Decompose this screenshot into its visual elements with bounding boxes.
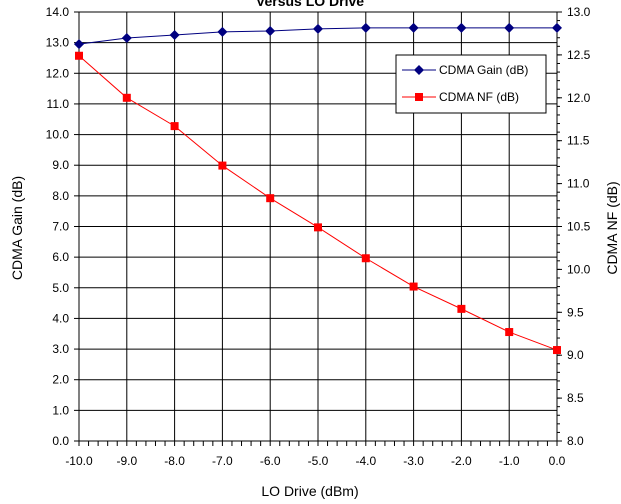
y2-tick-label: 10.5 xyxy=(567,220,591,234)
data-point xyxy=(74,39,84,50)
series-group xyxy=(74,22,562,355)
legend-box xyxy=(395,54,547,114)
data-point xyxy=(408,22,419,33)
x-tick-label: -1.0 xyxy=(499,454,520,468)
data-point xyxy=(553,346,561,355)
y-tick-label: 7.0 xyxy=(52,220,69,234)
series-cdma-gain xyxy=(74,22,562,50)
data-point xyxy=(122,93,131,102)
x-tick-label: -6.0 xyxy=(260,454,281,468)
series-cdma-nf xyxy=(75,51,561,355)
data-point xyxy=(75,51,83,60)
data-point xyxy=(409,282,418,291)
x-tick-label: -9.0 xyxy=(116,454,137,468)
chart-title: Versus LO Drive xyxy=(256,0,364,9)
y2-tick-label: 12.0 xyxy=(567,91,591,105)
data-point xyxy=(169,29,180,40)
data-point xyxy=(121,33,132,44)
x-tick-label: -7.0 xyxy=(212,454,233,468)
data-point xyxy=(314,223,322,232)
y2-tick-label: 8.5 xyxy=(567,391,584,405)
x-tick-label: -3.0 xyxy=(403,454,424,468)
data-point xyxy=(505,328,514,337)
y-tick-label: 9.0 xyxy=(52,158,69,172)
x-axis-ticks: -10.0 -9.0 -8.0 -7.0 -6.0 -5.0 -4.0 -3.0 -2.0 -1.… xyxy=(65,441,566,468)
y2-tick-label: 12.5 xyxy=(567,48,591,62)
y-axis-label: CDMA Gain (dB) xyxy=(9,176,25,280)
y2-tick-label: 11.5 xyxy=(567,134,590,148)
y2-tick-label: 9.5 xyxy=(567,305,584,319)
x-tick-label: 0.0 xyxy=(549,454,566,468)
legend-label-nf: CDMA NF (dB) xyxy=(439,90,519,104)
y-tick-label: 8.0 xyxy=(52,189,69,203)
data-point xyxy=(170,122,179,131)
data-point xyxy=(457,304,466,313)
y-tick-label: 1.0 xyxy=(52,403,69,417)
y-tick-label: 2.0 xyxy=(52,373,69,387)
y-tick-label: 5.0 xyxy=(52,281,69,295)
data-point xyxy=(266,194,275,203)
legend-label-gain: CDMA Gain (dB) xyxy=(439,63,528,77)
data-point xyxy=(504,22,515,33)
y-tick-label: 13.0 xyxy=(46,36,70,50)
y-tick-label: 0.0 xyxy=(52,434,69,448)
x-tick-label: -10.0 xyxy=(65,454,93,468)
y2-tick-label: 10.0 xyxy=(567,262,591,276)
y2-tick-label: 9.0 xyxy=(567,348,584,362)
data-point xyxy=(361,254,370,263)
y-tick-label: 12.0 xyxy=(46,66,70,80)
y-tick-label: 6.0 xyxy=(52,250,69,264)
x-tick-label: -5.0 xyxy=(308,454,329,468)
y2-axis-ticks: 8.0 8.5 9.0 9.5 10.0 10.5 11.0 11.5 12.0 12.5 13.0 xyxy=(557,5,591,448)
data-point xyxy=(265,25,276,36)
y2-tick-label: 8.0 xyxy=(567,434,584,448)
y-axis-ticks: 0.0 1.0 2.0 3.0 4.0 5.0 6.0 7.0 8.0 9.0 10.0 11.0 12… xyxy=(46,5,79,448)
data-point xyxy=(360,22,371,33)
x-tick-label: -4.0 xyxy=(355,454,376,468)
y2-tick-label: 13.0 xyxy=(567,5,591,19)
x-tick-label: -2.0 xyxy=(451,454,472,468)
data-point xyxy=(313,23,323,34)
legend-marker-gain xyxy=(414,65,424,75)
legend: CDMA Gain (dB) CDMA NF (dB) xyxy=(395,54,547,114)
y2-axis-label: CDMA NF (dB) xyxy=(604,181,620,274)
y-tick-label: 3.0 xyxy=(52,342,69,356)
y-tick-label: 14.0 xyxy=(46,5,70,19)
x-tick-label: -8.0 xyxy=(164,454,185,468)
data-point xyxy=(217,26,228,37)
data-point xyxy=(552,22,562,33)
y2-tick-label: 11.0 xyxy=(567,177,590,191)
y-tick-label: 10.0 xyxy=(46,128,70,142)
x-axis-label: LO Drive (dBm) xyxy=(261,483,358,499)
y-tick-label: 4.0 xyxy=(52,311,69,325)
data-point xyxy=(218,161,227,170)
data-point xyxy=(456,22,467,33)
legend-marker-nf xyxy=(415,93,423,101)
y-tick-label: 11.0 xyxy=(47,97,70,111)
